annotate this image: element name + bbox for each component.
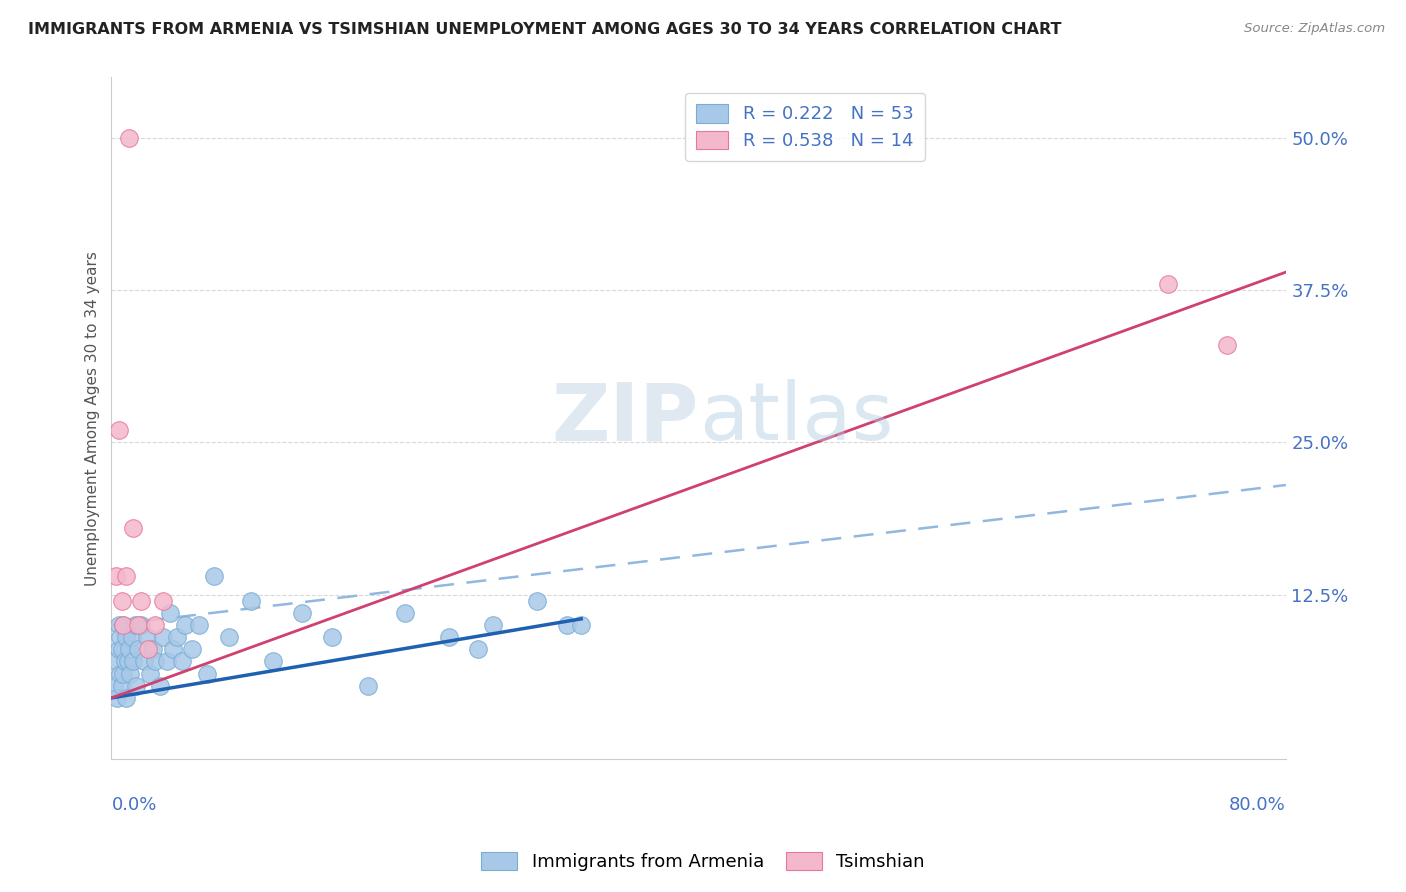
Point: [262, 655, 284, 669]
Point: [124, 618, 146, 632]
Point: [195, 666, 218, 681]
Point: [129, 618, 152, 632]
Point: [141, 642, 163, 657]
Point: [107, 642, 129, 657]
Point: [112, 618, 135, 632]
Point: [321, 630, 343, 644]
Point: [121, 630, 143, 644]
Point: [118, 131, 141, 145]
Point: [115, 569, 138, 583]
Y-axis label: Unemployment Among Ages 30 to 34 years: Unemployment Among Ages 30 to 34 years: [86, 251, 100, 585]
Point: [437, 630, 460, 644]
Point: [156, 655, 179, 669]
Point: [111, 679, 134, 693]
Point: [132, 655, 155, 669]
Point: [110, 630, 132, 644]
Point: [104, 569, 127, 583]
Point: [104, 655, 127, 669]
Point: [467, 642, 489, 657]
Point: [122, 520, 145, 534]
Point: [162, 642, 184, 657]
Point: [135, 630, 157, 644]
Point: [1216, 338, 1239, 352]
Text: ZIP: ZIP: [551, 379, 699, 457]
Point: [120, 666, 142, 681]
Point: [117, 655, 139, 669]
Point: [107, 423, 129, 437]
Point: [152, 630, 174, 644]
Point: [111, 642, 134, 657]
Legend: R = 0.222   N = 53, R = 0.538   N = 14: R = 0.222 N = 53, R = 0.538 N = 14: [685, 94, 925, 161]
Point: [555, 618, 578, 632]
Point: [145, 618, 167, 632]
Point: [202, 569, 225, 583]
Point: [526, 593, 548, 607]
Point: [1157, 277, 1180, 292]
Point: [111, 593, 134, 607]
Point: [149, 679, 172, 693]
Point: [166, 630, 188, 644]
Point: [145, 655, 167, 669]
Point: [136, 642, 159, 657]
Text: 80.0%: 80.0%: [1229, 797, 1286, 814]
Point: [122, 655, 145, 669]
Text: atlas: atlas: [699, 379, 893, 457]
Point: [129, 593, 152, 607]
Point: [110, 666, 132, 681]
Point: [115, 630, 138, 644]
Point: [170, 655, 193, 669]
Point: [482, 618, 505, 632]
Text: IMMIGRANTS FROM ARMENIA VS TSIMSHIAN UNEMPLOYMENT AMONG AGES 30 TO 34 YEARS CORR: IMMIGRANTS FROM ARMENIA VS TSIMSHIAN UNE…: [28, 22, 1062, 37]
Point: [357, 679, 380, 693]
Point: [394, 606, 416, 620]
Point: [159, 606, 181, 620]
Point: [107, 618, 129, 632]
Point: [173, 618, 195, 632]
Point: [115, 690, 138, 705]
Legend: Immigrants from Armenia, Tsimshian: Immigrants from Armenia, Tsimshian: [474, 845, 932, 879]
Point: [188, 618, 211, 632]
Point: [181, 642, 204, 657]
Point: [127, 642, 149, 657]
Point: [152, 593, 174, 607]
Text: 0.0%: 0.0%: [111, 797, 157, 814]
Text: Source: ZipAtlas.com: Source: ZipAtlas.com: [1244, 22, 1385, 36]
Point: [569, 618, 592, 632]
Point: [125, 679, 148, 693]
Point: [218, 630, 240, 644]
Point: [239, 593, 262, 607]
Point: [112, 666, 135, 681]
Point: [127, 618, 149, 632]
Point: [103, 679, 125, 693]
Point: [105, 690, 128, 705]
Point: [291, 606, 314, 620]
Point: [112, 618, 135, 632]
Point: [118, 642, 141, 657]
Point: [138, 666, 160, 681]
Point: [114, 655, 136, 669]
